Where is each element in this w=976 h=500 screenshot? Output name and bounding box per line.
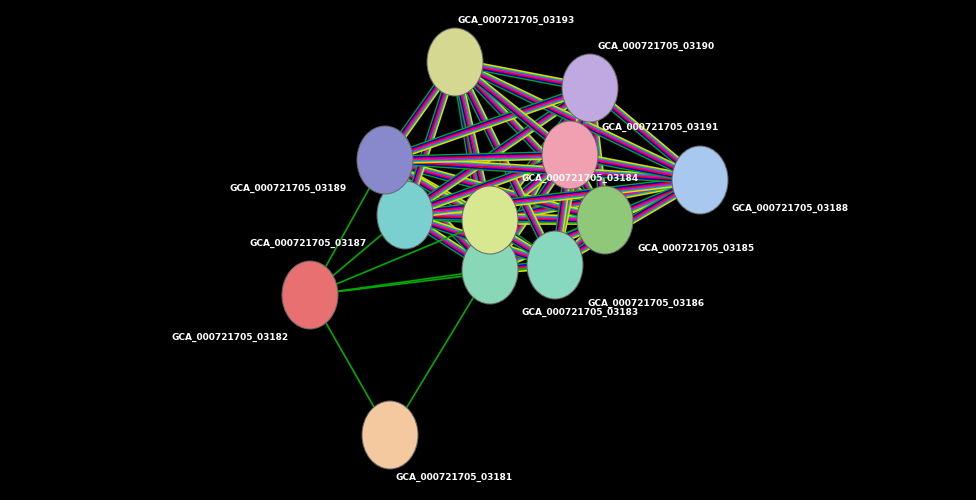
Ellipse shape <box>362 401 418 469</box>
Text: GCA_000721705_03188: GCA_000721705_03188 <box>732 204 849 212</box>
Text: GCA_000721705_03183: GCA_000721705_03183 <box>522 308 639 316</box>
Ellipse shape <box>527 231 583 299</box>
Text: GCA_000721705_03182: GCA_000721705_03182 <box>172 332 289 342</box>
Ellipse shape <box>427 28 483 96</box>
Ellipse shape <box>542 121 598 189</box>
Ellipse shape <box>462 186 518 254</box>
Text: GCA_000721705_03185: GCA_000721705_03185 <box>637 244 754 252</box>
Text: GCA_000721705_03193: GCA_000721705_03193 <box>457 16 574 24</box>
Ellipse shape <box>282 261 338 329</box>
Text: GCA_000721705_03184: GCA_000721705_03184 <box>522 174 639 182</box>
Ellipse shape <box>577 186 633 254</box>
Text: GCA_000721705_03189: GCA_000721705_03189 <box>230 184 347 192</box>
Text: GCA_000721705_03186: GCA_000721705_03186 <box>587 298 704 308</box>
Ellipse shape <box>462 236 518 304</box>
Text: GCA_000721705_03181: GCA_000721705_03181 <box>395 472 512 482</box>
Ellipse shape <box>357 126 413 194</box>
Text: GCA_000721705_03191: GCA_000721705_03191 <box>602 122 719 132</box>
Ellipse shape <box>377 181 433 249</box>
Text: GCA_000721705_03190: GCA_000721705_03190 <box>598 42 715 50</box>
Ellipse shape <box>562 54 618 122</box>
Text: GCA_000721705_03187: GCA_000721705_03187 <box>250 238 367 248</box>
Ellipse shape <box>672 146 728 214</box>
